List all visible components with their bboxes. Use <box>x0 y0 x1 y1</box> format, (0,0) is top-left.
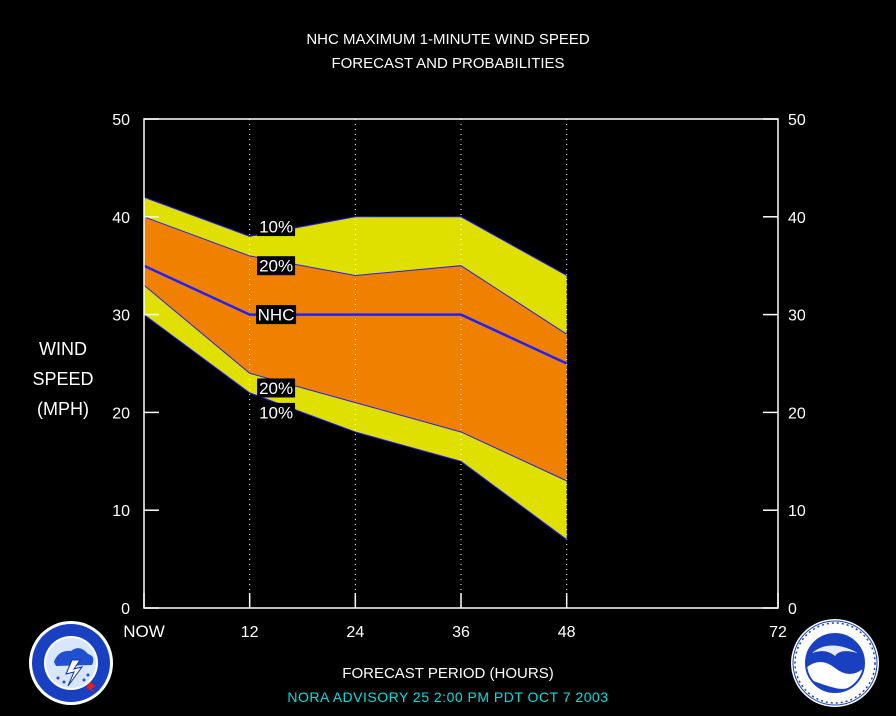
band-label-bg-0 <box>257 217 296 237</box>
x-tick-label-48: 48 <box>558 624 576 641</box>
band-label-bg-1 <box>257 256 296 276</box>
nhc-forecast-line <box>143 264 568 365</box>
noaa-logo-icon <box>791 619 879 707</box>
y-tick-label-left-10: 10 <box>112 503 130 520</box>
y-tick-label-right-40: 40 <box>788 210 806 227</box>
y-tick-label-right-10: 10 <box>788 503 806 520</box>
x-tick-label-0: NOW <box>123 622 165 641</box>
x-tick-label-12: 12 <box>241 624 259 641</box>
series-line-1 <box>143 216 567 335</box>
band-label-bg-2 <box>256 305 297 325</box>
y-tick-label-left-20: 20 <box>112 405 130 422</box>
chart-title-line1: NHC MAXIMUM 1-MINUTE WIND SPEED <box>306 31 590 48</box>
band-label-4: 10% <box>259 403 293 422</box>
x-tick-label-72: 72 <box>769 624 787 641</box>
series-line-0 <box>143 196 567 276</box>
chart-title-line2: FORECAST AND PROBABILITIES <box>331 55 565 72</box>
band-labels: 10% 20% NHC 20% 10% <box>256 217 297 422</box>
series-line-3 <box>143 284 567 482</box>
y-axis-label-line2: SPEED <box>32 369 94 389</box>
series-lines <box>143 196 568 540</box>
advisory-info: NORA ADVISORY 25 2:00 PM PDT OCT 7 2003 <box>287 689 609 705</box>
x-tick-label-24: 24 <box>346 624 364 641</box>
y-axis-label-line3: (MPH) <box>37 399 89 419</box>
band-label-0: 10% <box>259 218 293 237</box>
y-tick-label-right-30: 30 <box>788 308 806 325</box>
band-label-3: 20% <box>259 379 293 398</box>
y-tick-label-left-0: 0 <box>121 601 130 618</box>
y-tick-label-left-30: 30 <box>112 308 130 325</box>
x-tick-label-36: 36 <box>452 624 470 641</box>
band-label-bg-4 <box>257 402 296 422</box>
series-line-4 <box>143 314 567 540</box>
tick-labels: 0 0 10 10 20 20 30 30 40 40 50 50 NOW 12 24 36 48 72 <box>112 112 806 641</box>
band-label-bg-3 <box>257 378 296 398</box>
y-tick-label-right-50: 50 <box>788 112 806 129</box>
y-tick-label-left-40: 40 <box>112 210 130 227</box>
y-tick-label-right-20: 20 <box>788 405 806 422</box>
x-axis-label: FORECAST PERIOD (HOURS) <box>342 665 554 682</box>
y-tick-label-left-50: 50 <box>112 112 130 129</box>
axis-ticks <box>143 118 779 609</box>
band-label-2: NHC <box>258 306 295 325</box>
band-label-1: 20% <box>259 257 293 276</box>
probability-bands <box>144 197 567 540</box>
y-tick-label-right-0: 0 <box>788 601 797 618</box>
nws-logo-icon <box>29 621 113 705</box>
y-axis-label-line1: WIND <box>39 339 87 359</box>
